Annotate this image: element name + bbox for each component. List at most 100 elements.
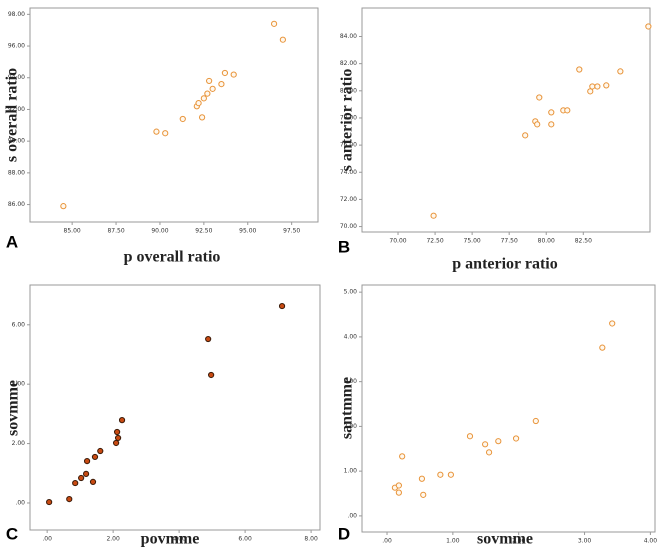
point [118,417,126,424]
x-axis-title: p overall ratio [124,249,221,266]
y-tick-label: 4.00 [344,333,358,340]
y-tick-label: 92.00 [8,106,25,113]
point [209,85,216,92]
x-axis-title: sovmme [477,531,533,547]
point [617,68,624,75]
point [60,203,67,210]
point [66,496,73,503]
y-tick-label: 70.00 [340,223,357,230]
x-tick-label: 4.00 [644,538,658,545]
point [430,212,437,219]
point [46,498,53,506]
y-tick-label: 80.00 [340,87,357,94]
x-tick-label: 82.50 [575,238,592,245]
point [179,115,186,123]
x-axis-title: p anterior ratio [452,256,557,273]
x-tick-label: .00 [42,536,52,543]
point [603,82,610,89]
y-tick-label: 74.00 [340,169,357,176]
point [395,489,402,496]
point [609,320,616,327]
y-tick-label: 2.00 [344,423,358,430]
y-axis-title: sovmme [5,380,22,436]
point [279,36,286,43]
x-tick-label: 1.00 [446,538,460,545]
point [91,453,99,461]
x-tick-label: 2.00 [512,538,526,545]
point [114,434,122,442]
plot-area [361,284,656,533]
point [195,100,202,107]
y-tick-label: 88.00 [8,169,25,176]
point [278,302,286,310]
point [218,80,225,88]
y-tick-label: 3.00 [344,378,358,385]
y-tick-label: 98.00 [8,11,25,18]
x-tick-label: 2.00 [106,536,120,543]
point [512,435,520,442]
point [418,475,426,482]
point [97,447,104,455]
point [89,478,97,485]
x-tick-label: 75.00 [464,238,481,245]
point [548,109,555,116]
x-tick-label: 72.50 [426,238,443,245]
y-tick-label: 78.00 [340,114,357,121]
y-axis-title: s overall ratio [4,68,21,162]
point [532,417,539,425]
point [198,114,206,121]
plot-area [29,7,319,223]
y-tick-label: 86.00 [8,201,25,208]
point [420,491,427,498]
point [645,23,652,30]
point [466,433,474,440]
y-axis-title: s anterior ratio [339,69,356,172]
point [576,66,583,73]
panel-label: B [338,237,350,256]
point [485,449,493,456]
x-tick-label: .00 [382,538,392,545]
y-tick-label: .00 [347,512,357,519]
point [78,474,85,482]
y-tick-label: .00 [15,499,25,506]
y-tick-label: 72.00 [340,196,357,203]
point [206,77,213,85]
y-axis-title: santmme [339,377,356,439]
point [221,69,229,77]
point [437,471,444,478]
point [113,439,120,447]
point [594,83,601,90]
y-tick-label: 5.00 [344,289,358,296]
point [204,90,211,97]
panel-label: C [6,524,18,543]
x-tick-label: 87.50 [107,228,124,235]
x-tick-label: 6.00 [238,536,252,543]
plot-area [361,7,651,233]
x-tick-label: 77.50 [501,238,518,245]
point [589,83,596,90]
y-tick-label: 82.00 [340,60,357,67]
point [534,121,541,128]
point [599,344,606,351]
x-tick-label: 90.00 [151,228,168,235]
y-tick-label: 76.00 [340,142,357,149]
x-tick-label: 85.00 [64,228,81,235]
x-tick-label: 95.00 [239,228,256,235]
x-tick-label: 80.00 [538,238,555,245]
point [205,335,212,343]
point [522,132,529,139]
plot-area [29,284,321,531]
point [447,471,454,478]
point [399,453,406,460]
point [82,470,90,477]
x-tick-label: 8.00 [304,536,318,543]
point [536,94,543,101]
point [113,428,121,436]
point [548,121,555,128]
point [162,130,169,137]
point [83,458,91,465]
y-tick-label: 2.00 [12,440,26,447]
panel-label: D [338,524,350,543]
point [230,71,237,78]
y-tick-label: 94.00 [8,74,25,81]
